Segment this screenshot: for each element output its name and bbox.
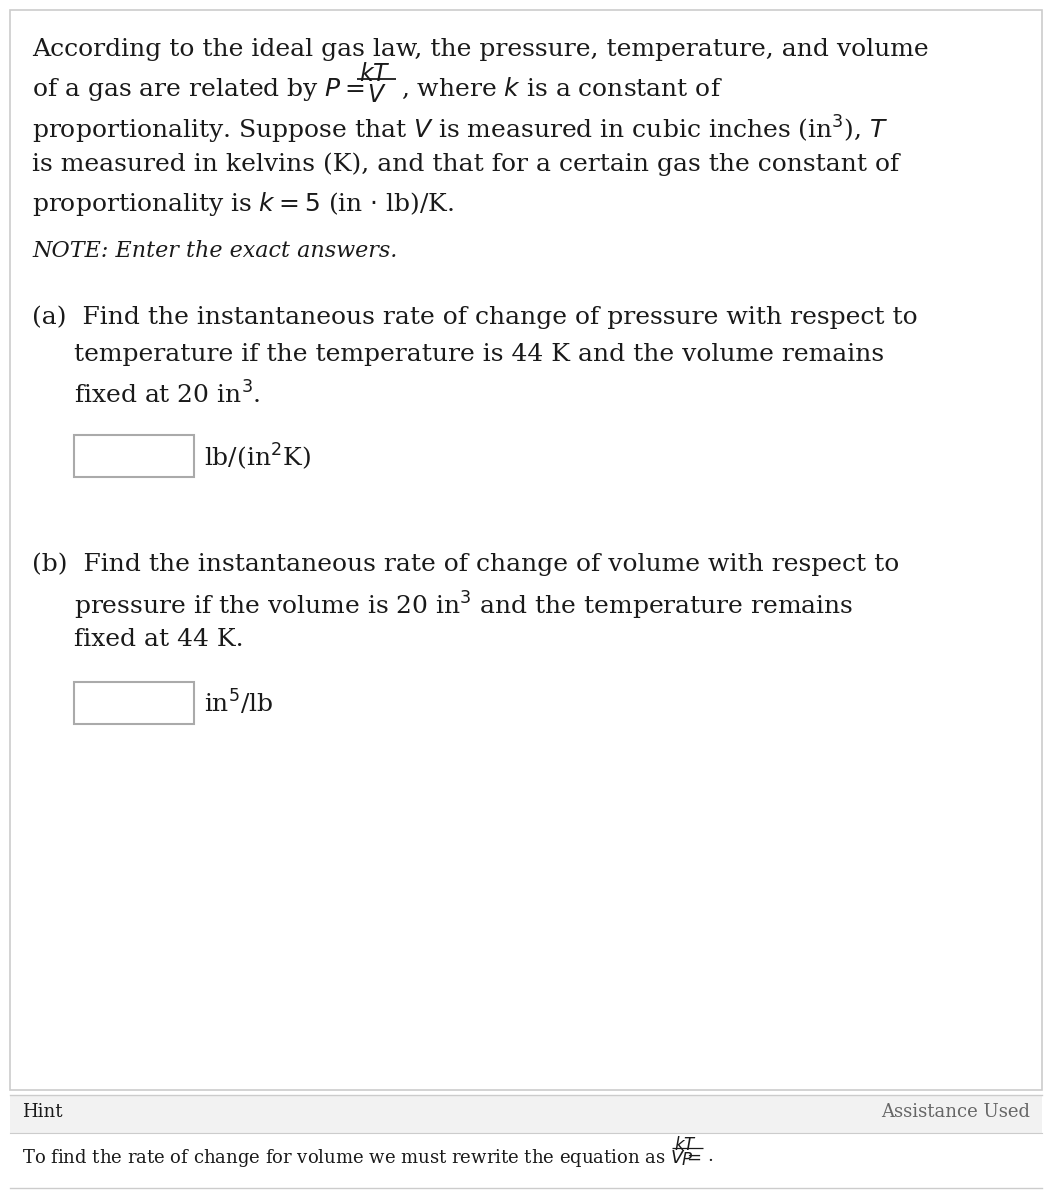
Text: temperature if the temperature is 44 K and the volume remains: temperature if the temperature is 44 K a… xyxy=(74,343,884,366)
Text: (a)  Find the instantaneous rate of change of pressure with respect to: (a) Find the instantaneous rate of chang… xyxy=(32,305,917,329)
Text: According to the ideal gas law, the pressure, temperature, and volume: According to the ideal gas law, the pres… xyxy=(32,38,929,61)
Text: pressure if the volume is 20 in$^3$ and the temperature remains: pressure if the volume is 20 in$^3$ and … xyxy=(74,590,853,622)
Text: of a gas are related by $P =$: of a gas are related by $P =$ xyxy=(32,76,365,103)
Text: proportionality. Suppose that $V$ is measured in cubic inches (in$^3$), $T$: proportionality. Suppose that $V$ is mea… xyxy=(32,114,888,146)
Text: in$^5$/lb: in$^5$/lb xyxy=(204,688,274,718)
Bar xyxy=(74,434,194,476)
Text: $V$: $V$ xyxy=(367,84,386,107)
Bar xyxy=(11,1094,1041,1133)
Text: (b)  Find the instantaneous rate of change of volume with respect to: (b) Find the instantaneous rate of chang… xyxy=(32,552,899,576)
Text: To find the rate of change for volume we must rewrite the equation as $V =$: To find the rate of change for volume we… xyxy=(22,1147,702,1169)
Text: $kT$: $kT$ xyxy=(674,1136,696,1154)
Text: fixed at 44 K.: fixed at 44 K. xyxy=(74,628,244,650)
Text: fixed at 20 in$^3$.: fixed at 20 in$^3$. xyxy=(74,382,261,408)
Text: .: . xyxy=(707,1147,713,1165)
Text: , where $k$ is a constant of: , where $k$ is a constant of xyxy=(401,76,723,101)
Text: Hint: Hint xyxy=(22,1103,62,1121)
Text: proportionality is $k = 5$ (in $\cdot$ lb)/K.: proportionality is $k = 5$ (in $\cdot$ l… xyxy=(32,190,454,218)
Text: Assistance Used: Assistance Used xyxy=(881,1103,1030,1121)
Text: lb/(in$^2$K): lb/(in$^2$K) xyxy=(204,440,310,472)
Bar xyxy=(74,682,194,724)
Text: $P$: $P$ xyxy=(681,1152,693,1169)
Text: $kT$: $kT$ xyxy=(359,62,390,86)
Text: is measured in kelvins (K), and that for a certain gas the constant of: is measured in kelvins (K), and that for… xyxy=(32,152,899,175)
Text: NOTE: Enter the exact answers.: NOTE: Enter the exact answers. xyxy=(32,240,398,262)
